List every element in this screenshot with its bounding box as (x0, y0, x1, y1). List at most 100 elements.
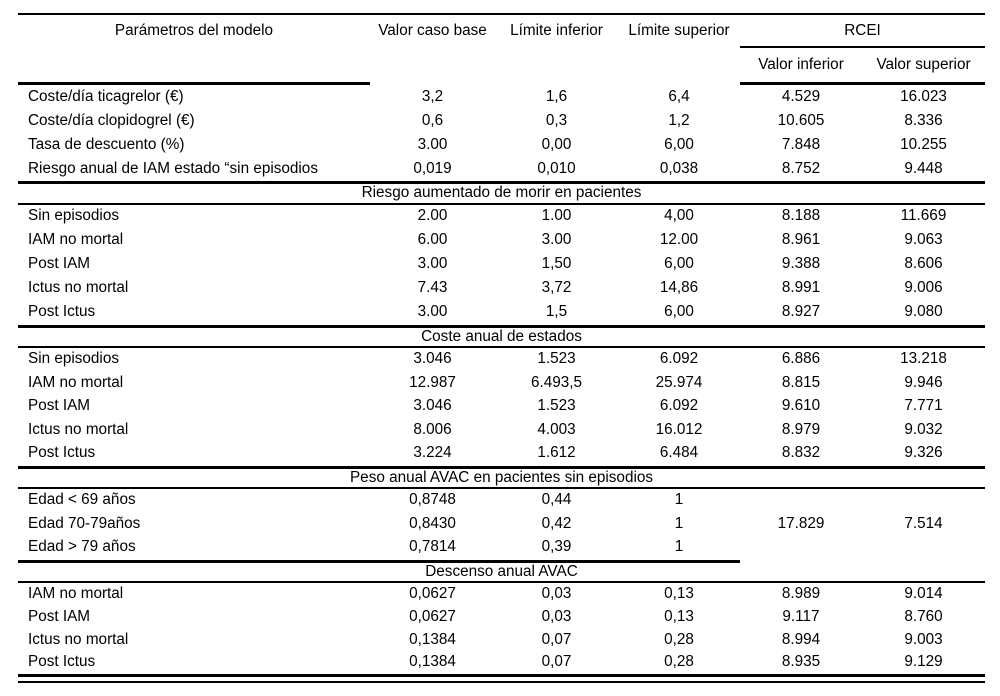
value-cell: 6.484 (659, 444, 699, 462)
value-cell: 0,42 (541, 514, 572, 532)
table-row: Post IAM 3.00 1,50 6,00 9.388 8.606 (18, 253, 985, 277)
value-cell: 4,00 (664, 207, 694, 225)
value-cell: 8.927 (781, 303, 821, 321)
value-cell: 6.092 (659, 397, 699, 415)
table-row: Sin episodios 2.00 1.00 4,00 8.188 11.669 (18, 205, 985, 229)
value-cell: 3,72 (541, 279, 572, 297)
section-title: Riesgo aumentado de morir en pacientes (361, 184, 642, 202)
section-title: Descenso anual AVAC (425, 562, 578, 580)
value-cell: 6,00 (664, 303, 694, 321)
value-cell: 9.014 (904, 584, 943, 602)
header-row-2: Valor inferior Valor superior (18, 48, 985, 82)
value-cell: 11.669 (900, 207, 947, 225)
value-cell: 4.003 (537, 420, 576, 438)
value-cell: 0,03 (541, 607, 572, 625)
value-cell: 0,13 (664, 607, 694, 625)
value-cell: 8.989 (781, 584, 821, 602)
value-cell: 3.00 (417, 303, 448, 321)
value-cell: 9.946 (904, 373, 943, 391)
value-cell: 1,6 (545, 87, 568, 105)
value-cell: 0,44 (541, 491, 572, 509)
value-cell: 8.832 (781, 444, 821, 462)
param-label: Coste/día ticagrelor (€) (28, 87, 184, 105)
header-row-1: Parámetros del modelo Valor caso base Lí… (18, 15, 985, 48)
table-row: IAM no mortal 12.987 6.493,5 25.974 8.815 9.9… (18, 372, 985, 396)
table-row: Coste/día ticagrelor (€) 3,2 1,6 6,4 4.529 16… (18, 85, 985, 109)
table-row: IAM no mortal 6.00 3.00 12.00 8.961 9.063 (18, 229, 985, 253)
param-label: Post IAM (28, 255, 91, 273)
table-row: Tasa de descuento (%) 3.00 0,00 6,00 7.848 10… (18, 133, 985, 157)
section-title-underline (18, 581, 985, 583)
value-cell: 6,4 (668, 87, 690, 105)
value-cell: 8.006 (413, 420, 452, 438)
value-cell: 17.829 (777, 514, 825, 532)
table-row: Sin episodios 3.046 1.523 6.092 6.886 13.218 (18, 348, 985, 372)
value-cell: 8.760 (904, 607, 943, 625)
header-spacer (18, 48, 740, 82)
value-cell: 8.336 (904, 111, 943, 129)
section-title-underline (18, 202, 985, 205)
value-cell: 9.388 (781, 255, 821, 273)
value-cell: 2.00 (417, 207, 448, 225)
value-cell: 6.886 (781, 350, 821, 368)
value-cell: 9.117 (782, 607, 820, 625)
param-label: Post Ictus (28, 444, 96, 462)
param-label: Ictus no mortal (28, 279, 129, 297)
value-cell: 8.961 (781, 231, 821, 249)
param-label: Sin episodios (28, 207, 119, 225)
sensitivity-analysis-table: Parámetros del modelo Valor caso base Lí… (18, 13, 985, 684)
value-cell: 9.063 (904, 231, 943, 249)
param-label: Ictus no mortal (28, 420, 129, 438)
value-cell: 0,8748 (409, 491, 456, 509)
value-cell: 12.987 (409, 373, 456, 391)
value-cell: 9.032 (904, 420, 943, 438)
table-row: Coste/día clopidogrel (€) 0,6 0,3 1,2 10.605… (18, 109, 985, 133)
value-cell: 1.523 (537, 397, 576, 415)
value-cell: 0,39 (541, 538, 572, 556)
value-cell: 0,8430 (409, 514, 456, 532)
value-cell: 0,28 (664, 653, 694, 671)
table-row: IAM no mortal 0,0627 0,03 0,13 8.989 9.014 (18, 583, 985, 606)
table-row: Post Ictus 3.224 1.612 6.484 8.832 9.326 (18, 442, 985, 466)
header-valor-caso-base: Valor caso base (378, 22, 487, 40)
param-label: Riesgo anual de IAM estado “sin episodio… (28, 159, 318, 177)
header-rcei-group: RCEI (740, 15, 985, 48)
value-cell: 0,07 (541, 630, 572, 648)
value-cell: 6.493,5 (530, 373, 583, 391)
table-row: Ictus no mortal 8.006 4.003 16.012 8.979 9.03… (18, 419, 985, 443)
table-row: Edad > 79 años 0,7814 0,39 1 (18, 536, 985, 560)
value-cell: 9.610 (781, 397, 821, 415)
table-row: Ictus no mortal 0,1384 0,07 0,28 8.994 9.003 (18, 629, 985, 652)
value-cell: 9.080 (904, 303, 943, 321)
section-divider-rule (18, 465, 985, 469)
param-label: IAM no mortal (28, 584, 124, 602)
bottom-rule-thick (18, 674, 985, 678)
value-cell: 6.00 (417, 231, 448, 249)
top-rule (18, 13, 985, 15)
value-cell: 8.994 (781, 630, 821, 648)
value-cell: 6,00 (664, 255, 694, 273)
value-cell: 9.448 (904, 159, 943, 177)
value-cell: 9.003 (904, 630, 943, 648)
value-cell: 12.00 (659, 231, 699, 249)
table-row: Edad < 69 años 0,8748 0,44 1 (18, 489, 985, 513)
value-cell: 3.224 (413, 444, 452, 462)
value-cell: 1 (674, 491, 684, 509)
param-label: Post Ictus (28, 303, 96, 321)
header-underline-col1 (18, 82, 370, 85)
value-cell: 3.00 (417, 255, 448, 273)
value-cell: 10.605 (777, 111, 825, 129)
value-cell: 1,2 (668, 111, 690, 129)
value-cell: 8.815 (781, 373, 821, 391)
param-label: Ictus no mortal (28, 630, 129, 648)
section-title-underline (18, 346, 985, 348)
header-rcei-valor-inferior: Valor inferior (758, 55, 844, 73)
value-cell: 0,03 (541, 584, 572, 602)
header-underline-gap (370, 82, 740, 85)
bottom-rule-thin (18, 681, 985, 684)
value-cell: 0,038 (659, 159, 699, 177)
value-cell: 8.188 (781, 207, 821, 225)
value-cell: 0,13 (664, 584, 694, 602)
value-cell: 1.612 (537, 444, 576, 462)
